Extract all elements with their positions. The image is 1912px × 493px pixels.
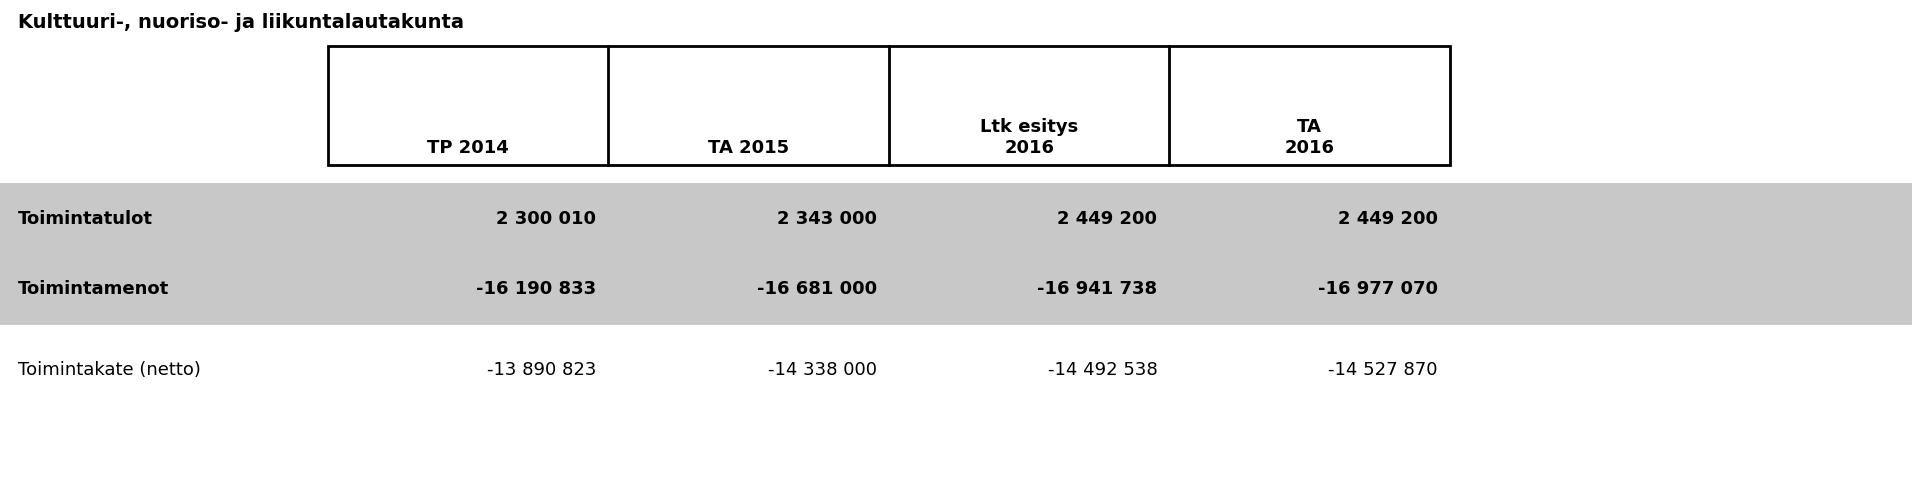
Text: -16 190 833: -16 190 833 — [476, 281, 597, 298]
Text: 2 343 000: 2 343 000 — [776, 210, 878, 227]
Text: Ltk esitys
2016: Ltk esitys 2016 — [981, 118, 1078, 157]
Text: -14 492 538: -14 492 538 — [1048, 361, 1157, 379]
Text: Toimintamenot: Toimintamenot — [17, 281, 170, 298]
Bar — [329, 46, 1449, 165]
Text: 2 449 200: 2 449 200 — [1338, 210, 1438, 227]
Text: -16 977 070: -16 977 070 — [1317, 281, 1438, 298]
Text: -14 527 870: -14 527 870 — [1329, 361, 1438, 379]
Text: Toimintatulot: Toimintatulot — [17, 210, 153, 227]
Text: Toimintakate (netto): Toimintakate (netto) — [17, 361, 201, 379]
Text: TP 2014: TP 2014 — [428, 139, 509, 157]
Text: TA
2016: TA 2016 — [1285, 118, 1335, 157]
Text: 2 300 010: 2 300 010 — [497, 210, 597, 227]
Text: 2 449 200: 2 449 200 — [1057, 210, 1157, 227]
Text: -13 890 823: -13 890 823 — [488, 361, 597, 379]
Text: -14 338 000: -14 338 000 — [769, 361, 878, 379]
Text: TA 2015: TA 2015 — [707, 139, 790, 157]
Text: -16 681 000: -16 681 000 — [757, 281, 878, 298]
Text: -16 941 738: -16 941 738 — [1038, 281, 1157, 298]
Bar — [0, 183, 1912, 325]
Text: Kulttuuri-, nuoriso- ja liikuntalautakunta: Kulttuuri-, nuoriso- ja liikuntalautakun… — [17, 13, 465, 32]
